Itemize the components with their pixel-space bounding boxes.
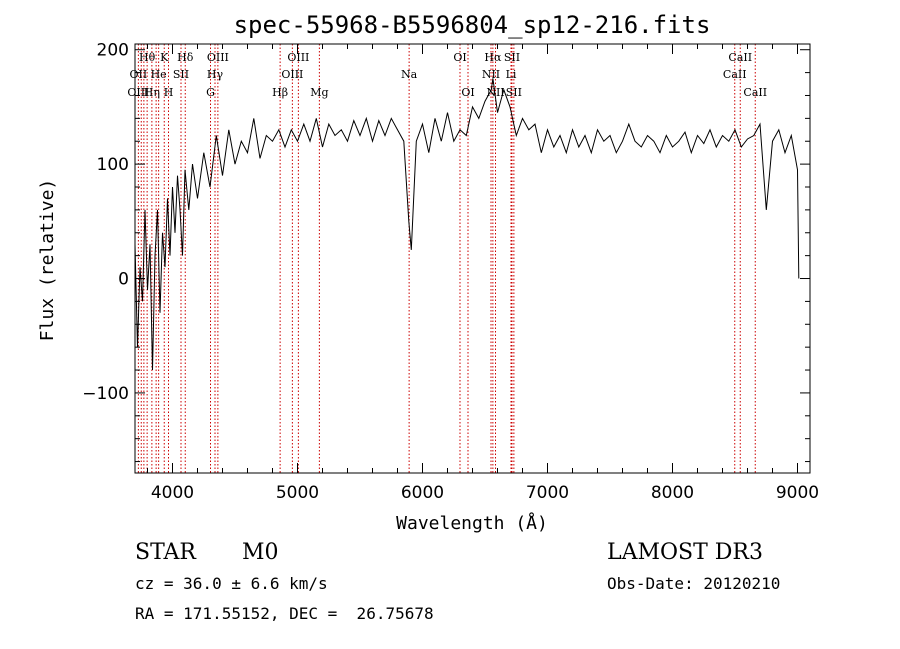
survey-name: LAMOST DR3 [607,540,763,565]
object-subclass: M0 [242,540,279,565]
line-label: OIII [281,68,303,81]
line-label: OI [453,51,466,64]
line-label: Li [506,68,517,81]
line-label: H [164,86,174,99]
observation-date: Obs-Date: 20120210 [607,574,781,593]
y-tick-label: −100 [82,384,129,404]
line-label: Hα [484,51,502,64]
line-label: OIII [287,51,309,64]
line-label: Hδ [177,51,194,64]
line-label: G [206,86,215,99]
y-tick-label: 0 [118,270,129,290]
x-axis: 4000 5000 6000 7000 8000 9000 [147,44,819,503]
line-label: K [160,51,169,64]
line-label: OII [130,68,148,81]
line-label: OI [461,86,474,99]
line-label: Hθ [139,51,156,64]
line-label: OIII [127,86,149,99]
y-tick-label: 200 [97,41,129,61]
line-label: CaII [743,86,767,99]
line-label: Hη [144,86,160,99]
x-tick-label: 4000 [151,483,194,503]
object-class: STAR [135,540,196,565]
coordinates-readout: RA = 171.55152, DEC = 26.75678 [135,604,434,623]
line-label: SII [506,86,522,99]
line-label: Hγ [207,68,224,81]
spectrum-series-line [134,78,800,371]
emission-line-markers [137,44,756,473]
line-label: OIII [207,51,229,64]
line-label: He [151,68,167,81]
x-tick-label: 8000 [651,483,694,503]
x-tick-label: 5000 [276,483,319,503]
y-axis-label: Flux (relative) [37,179,58,342]
line-label: NII [482,68,500,81]
y-tick-label: 100 [97,155,129,175]
line-label: CaII [728,51,752,64]
line-label: SII [504,51,520,64]
velocity-readout: cz = 36.0 ± 6.6 km/s [135,574,328,593]
line-label: Na [401,68,418,81]
line-label: CaII [723,68,747,81]
chart-title: spec-55968-B5596804_sp12-216.fits [234,11,711,39]
x-tick-label: 6000 [401,483,444,503]
x-tick-label: 9000 [776,483,819,503]
y-axis: −100 0 100 200 [82,41,810,463]
line-label: Hβ [272,86,288,99]
x-axis-label: Wavelength (Å) [396,512,548,534]
x-tick-label: 7000 [526,483,569,503]
line-label: SII [173,68,189,81]
line-label: Mg [310,86,328,99]
